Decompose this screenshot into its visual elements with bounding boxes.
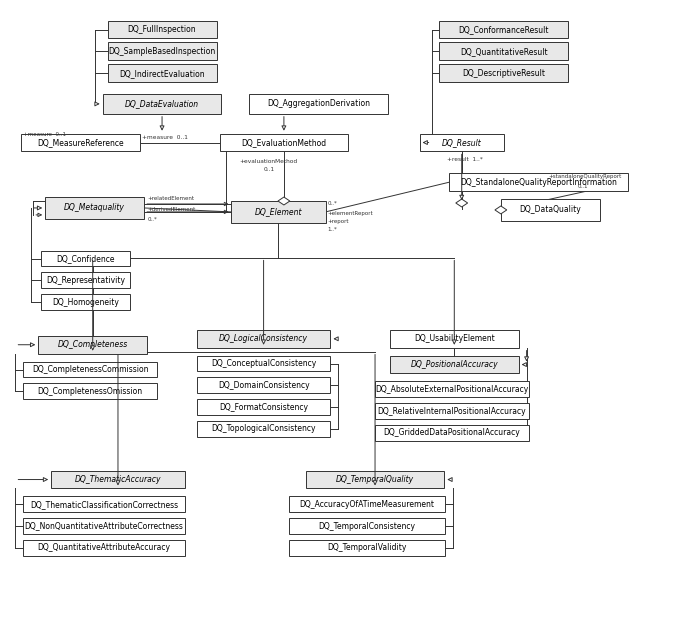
Bar bbox=[107, 21, 217, 38]
Text: 1..*: 1..* bbox=[327, 227, 338, 232]
Text: DQ_AbsoluteExternalPositionalAccuracy: DQ_AbsoluteExternalPositionalAccuracy bbox=[375, 385, 529, 394]
Bar bbox=[24, 384, 157, 399]
Bar bbox=[107, 64, 217, 82]
Text: DQ_ConformanceResult: DQ_ConformanceResult bbox=[458, 25, 549, 34]
Bar bbox=[289, 496, 446, 512]
Bar bbox=[196, 330, 331, 348]
Bar bbox=[24, 362, 157, 377]
Polygon shape bbox=[278, 197, 290, 205]
Text: DQ_LogicalConsistency: DQ_LogicalConsistency bbox=[219, 335, 308, 343]
Bar bbox=[375, 425, 529, 441]
Bar bbox=[375, 381, 529, 398]
Polygon shape bbox=[495, 206, 507, 214]
Text: DQ_Representativity: DQ_Representativity bbox=[47, 276, 126, 285]
Text: DQ_ThematicAccuracy: DQ_ThematicAccuracy bbox=[75, 475, 161, 484]
Text: DQ_TopologicalConsistency: DQ_TopologicalConsistency bbox=[211, 425, 316, 433]
Text: DQ_CompletenessOmission: DQ_CompletenessOmission bbox=[38, 387, 143, 396]
Text: DQ_DataQuality: DQ_DataQuality bbox=[520, 205, 581, 214]
Bar bbox=[22, 134, 140, 151]
Bar bbox=[450, 173, 628, 191]
Text: DQ_Element: DQ_Element bbox=[254, 207, 302, 217]
Bar bbox=[107, 42, 217, 60]
Bar bbox=[41, 294, 130, 310]
Bar bbox=[219, 134, 348, 151]
Text: DQ_FormatConsistency: DQ_FormatConsistency bbox=[219, 403, 308, 411]
Bar bbox=[41, 272, 130, 289]
Bar bbox=[375, 403, 529, 419]
Text: DQ_NonQuantitativeAttributeCorrectness: DQ_NonQuantitativeAttributeCorrectness bbox=[25, 522, 184, 530]
Bar bbox=[196, 377, 331, 393]
Bar bbox=[306, 471, 444, 488]
Text: DQ_DescriptiveResult: DQ_DescriptiveResult bbox=[462, 69, 545, 77]
Text: DQ_Confidence: DQ_Confidence bbox=[57, 254, 115, 263]
Text: DQ_ConceptualConsistency: DQ_ConceptualConsistency bbox=[211, 359, 316, 368]
Text: DQ_StandaloneQualityReportInformation: DQ_StandaloneQualityReportInformation bbox=[460, 178, 617, 186]
Bar bbox=[249, 94, 388, 114]
Text: DQ_RelativeInternalPositionalAccuracy: DQ_RelativeInternalPositionalAccuracy bbox=[377, 406, 526, 416]
Text: +result  1..*: +result 1..* bbox=[447, 157, 483, 162]
Bar bbox=[390, 330, 518, 348]
Text: DQ_CompletenessCommission: DQ_CompletenessCommission bbox=[32, 365, 148, 374]
Text: DQ_FullInspection: DQ_FullInspection bbox=[128, 25, 196, 34]
Text: DQ_TemporalValidity: DQ_TemporalValidity bbox=[327, 544, 407, 553]
Text: DQ_ThematicClassificationCorrectness: DQ_ThematicClassificationCorrectness bbox=[30, 500, 178, 509]
Text: DQ_DomainConsistency: DQ_DomainConsistency bbox=[218, 381, 309, 390]
Text: +report: +report bbox=[327, 219, 349, 224]
Text: +relatedElement: +relatedElement bbox=[147, 195, 194, 200]
Text: +evaluationMethod: +evaluationMethod bbox=[240, 159, 298, 164]
Text: DQ_MeasureReference: DQ_MeasureReference bbox=[38, 138, 124, 147]
Text: DQ_DataEvaluation: DQ_DataEvaluation bbox=[125, 100, 199, 108]
Text: DQ_QuantitativeAttributeAccuracy: DQ_QuantitativeAttributeAccuracy bbox=[38, 544, 171, 553]
Bar bbox=[196, 399, 331, 415]
Text: DQ_SampleBasedInspection: DQ_SampleBasedInspection bbox=[109, 47, 216, 56]
Bar bbox=[196, 356, 331, 372]
Polygon shape bbox=[456, 199, 468, 207]
Bar bbox=[501, 199, 600, 221]
Text: 0..*: 0..* bbox=[147, 217, 157, 222]
Bar bbox=[41, 251, 130, 266]
Bar bbox=[439, 64, 568, 82]
Text: DQ_TemporalQuality: DQ_TemporalQuality bbox=[336, 475, 414, 484]
Text: +measure  0..1: +measure 0..1 bbox=[142, 135, 188, 140]
Text: DQ_Homogeneity: DQ_Homogeneity bbox=[53, 297, 119, 307]
Text: DQ_AggregationDerivation: DQ_AggregationDerivation bbox=[267, 100, 370, 108]
Bar bbox=[439, 42, 568, 60]
Text: +derivedElement: +derivedElement bbox=[147, 207, 196, 212]
Text: 0..*: 0..* bbox=[327, 202, 338, 207]
Bar bbox=[420, 134, 504, 151]
Bar bbox=[45, 197, 144, 219]
Text: DQ_IndirectEvaluation: DQ_IndirectEvaluation bbox=[119, 69, 205, 77]
Text: +measure  0..1: +measure 0..1 bbox=[24, 132, 66, 137]
Bar bbox=[390, 356, 518, 374]
Text: DQ_EvaluationMethod: DQ_EvaluationMethod bbox=[242, 138, 327, 147]
Bar bbox=[439, 21, 568, 38]
Text: 0..1: 0..1 bbox=[264, 167, 275, 172]
Text: DQ_PositionalAccuracy: DQ_PositionalAccuracy bbox=[410, 360, 498, 369]
Text: DQ_UsabilityElement: DQ_UsabilityElement bbox=[414, 335, 495, 343]
Bar bbox=[51, 471, 185, 488]
Text: DQ_AccuracyOfATimeMeasurement: DQ_AccuracyOfATimeMeasurement bbox=[300, 500, 435, 509]
Text: DQ_QuantitativeResult: DQ_QuantitativeResult bbox=[460, 47, 547, 56]
Bar bbox=[24, 518, 185, 534]
Bar bbox=[24, 540, 185, 556]
Bar bbox=[232, 201, 325, 223]
Bar bbox=[103, 94, 221, 114]
Text: +standaloneQualityReport: +standaloneQualityReport bbox=[548, 174, 622, 179]
Bar bbox=[24, 496, 185, 512]
Text: DQ_TemporalConsistency: DQ_TemporalConsistency bbox=[319, 522, 416, 530]
Bar bbox=[289, 540, 446, 556]
Text: DQ_Metaquality: DQ_Metaquality bbox=[64, 203, 125, 212]
Bar bbox=[38, 336, 147, 353]
Text: DQ_Result: DQ_Result bbox=[442, 138, 481, 147]
Bar bbox=[289, 518, 446, 534]
Bar bbox=[196, 421, 331, 437]
Text: +elementReport: +elementReport bbox=[327, 212, 373, 216]
Text: DQ_GriddedDataPositionalAccuracy: DQ_GriddedDataPositionalAccuracy bbox=[383, 428, 520, 437]
Text: DQ_Completeness: DQ_Completeness bbox=[57, 340, 128, 349]
Text: 0..1: 0..1 bbox=[578, 184, 589, 188]
